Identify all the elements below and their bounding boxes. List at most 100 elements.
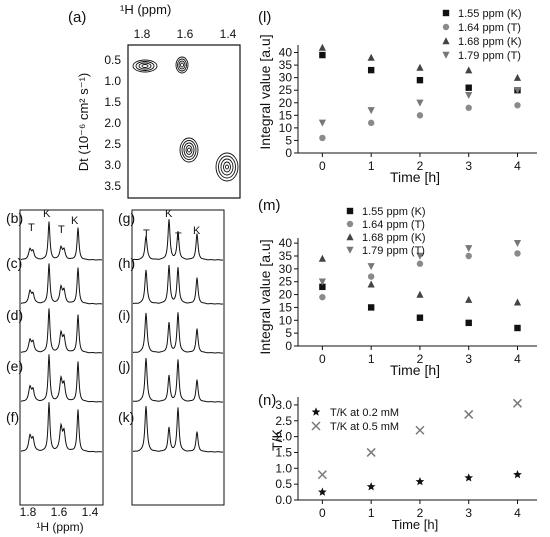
spectra-right-traces xyxy=(132,219,223,453)
panel-n-legend-markers xyxy=(311,407,321,431)
data-point xyxy=(367,66,375,74)
panel-l-legend-label-1: 1.55 ppm (K) xyxy=(458,8,522,20)
x-tick-label: 4 xyxy=(514,506,521,520)
data-point xyxy=(513,87,522,95)
panel-n-x-axis-label: Time [h] xyxy=(392,517,438,532)
contour-peak-1-64 xyxy=(179,137,199,163)
legend-marker xyxy=(442,9,450,17)
panel-m-legend: 1.55 ppm (K) 1.64 ppm (T) 1.68 ppm (K) 1… xyxy=(346,206,426,257)
panel-a-y-tick-1: 0.5 xyxy=(104,53,121,67)
spectrum-label-i: (i) xyxy=(118,307,130,323)
y-tick-label: 1.0 xyxy=(275,461,292,475)
contour-peak-1-68 xyxy=(175,56,189,74)
data-point xyxy=(465,252,472,260)
y-tick-label: 10 xyxy=(279,121,293,135)
panel-a-contours xyxy=(132,56,239,182)
legend-marker xyxy=(442,37,450,45)
spectrum-trace xyxy=(20,402,102,453)
spectra-left-x-tick-2: 1.6 xyxy=(51,505,68,519)
data-point xyxy=(513,239,522,247)
y-tick-label: 30 xyxy=(279,262,293,276)
panel-a: (a) ¹H (ppm) 1.8 1.6 1.4 0.5 1.0 1.5 2.0… xyxy=(68,2,241,199)
data-point xyxy=(319,134,326,142)
data-point xyxy=(415,477,425,486)
x-tick-label: 2 xyxy=(417,506,424,520)
panel-m-legend-label-2: 1.64 ppm (T) xyxy=(362,219,425,231)
data-point xyxy=(514,324,521,332)
y-tick-label: 20 xyxy=(279,96,293,110)
panel-a-y-tick-3: 1.5 xyxy=(104,95,121,109)
data-point xyxy=(465,92,473,100)
spectra-right-frame xyxy=(131,209,225,506)
panel-a-x-tick-2: 1.6 xyxy=(177,27,194,41)
panel-n-label: (n) xyxy=(258,392,276,409)
y-tick-label: 15 xyxy=(279,300,293,314)
data-point xyxy=(415,425,425,435)
y-tick-label: 40 xyxy=(279,46,293,60)
panel-a-label: (a) xyxy=(68,9,86,26)
spectrum-label-f: (f) xyxy=(6,409,19,425)
x-tick-label: 1 xyxy=(368,352,375,366)
panel-m-legend-label-1: 1.55 ppm (K) xyxy=(362,206,426,218)
data-point xyxy=(416,63,424,71)
data-point xyxy=(319,51,326,59)
spectrum-label-g: (g) xyxy=(118,210,135,226)
panel-n: (n) T/K 0.0 0.5 1.0 1.52.0 2.5 3.0 0 1 2 3 4 Time … xyxy=(258,392,537,532)
y-tick-label: 3.0 xyxy=(275,398,292,412)
data-point xyxy=(465,295,473,303)
panel-m-legend-markers xyxy=(346,207,354,254)
spectrum-trace xyxy=(20,354,102,403)
data-point xyxy=(465,66,473,74)
x-tick-label: 2 xyxy=(417,352,424,366)
y-tick-label: 25 xyxy=(279,275,293,289)
y-tick-label: 40 xyxy=(279,236,293,250)
spectrum-trace xyxy=(132,219,223,261)
panel-l-legend-label-3: 1.68 ppm (K) xyxy=(458,36,522,48)
peak-mark-g-4: K xyxy=(193,225,201,237)
spectrum-trace xyxy=(20,308,103,354)
data-point xyxy=(318,119,326,127)
data-point xyxy=(513,73,522,81)
y-tick-label: 0.0 xyxy=(275,493,292,507)
spectrum-label-c: (c) xyxy=(6,255,22,271)
y-tick-label: 0 xyxy=(285,339,292,353)
panel-m-x-axis-label: Time [h] xyxy=(390,362,440,378)
spectrum-label-h: (h) xyxy=(118,255,135,271)
legend-marker xyxy=(346,207,354,215)
peak-mark-b-4: K xyxy=(71,215,79,227)
spectrum-trace xyxy=(20,221,103,261)
data-point xyxy=(416,290,424,298)
data-point xyxy=(514,250,521,257)
y-tick-label: 5 xyxy=(285,133,292,147)
legend-marker xyxy=(346,233,354,241)
y-tick-label: 25 xyxy=(279,83,293,97)
panel-n-marks xyxy=(317,398,523,496)
legend-marker xyxy=(311,407,321,416)
panel-a-y-ticks: 0.5 1.0 1.5 2.0 2.5 3.0 3.5 xyxy=(104,53,121,193)
data-point xyxy=(366,447,376,457)
spectrum-trace xyxy=(20,263,103,305)
spectrum-label-k: (k) xyxy=(118,409,134,425)
data-point xyxy=(318,43,326,51)
data-point xyxy=(367,119,375,127)
panel-l-legend: 1.55 ppm (K) 1.64 ppm (T) 1.68 ppm (K) 1… xyxy=(442,8,522,62)
panel-l: (l) Integral value [a.u] 051015202530354… xyxy=(257,8,537,185)
y-tick-label: 15 xyxy=(279,108,293,122)
panel-a-y-tick-7: 3.5 xyxy=(104,179,121,193)
data-point xyxy=(512,398,523,408)
x-tick-label: 1 xyxy=(368,506,375,520)
data-point xyxy=(513,298,522,306)
y-tick-label: 5 xyxy=(285,326,292,340)
peak-mark-b-3: T xyxy=(58,224,65,236)
spectrum-trace xyxy=(132,312,223,354)
x-tick-label: 1 xyxy=(368,159,375,173)
y-tick-label: 2.0 xyxy=(275,430,292,444)
panel-m-marks xyxy=(318,239,522,332)
data-point xyxy=(318,487,327,496)
spectra-left-frame xyxy=(19,209,104,506)
data-point xyxy=(367,263,375,271)
data-point xyxy=(465,84,472,91)
data-point xyxy=(318,254,326,262)
data-point xyxy=(318,278,326,286)
